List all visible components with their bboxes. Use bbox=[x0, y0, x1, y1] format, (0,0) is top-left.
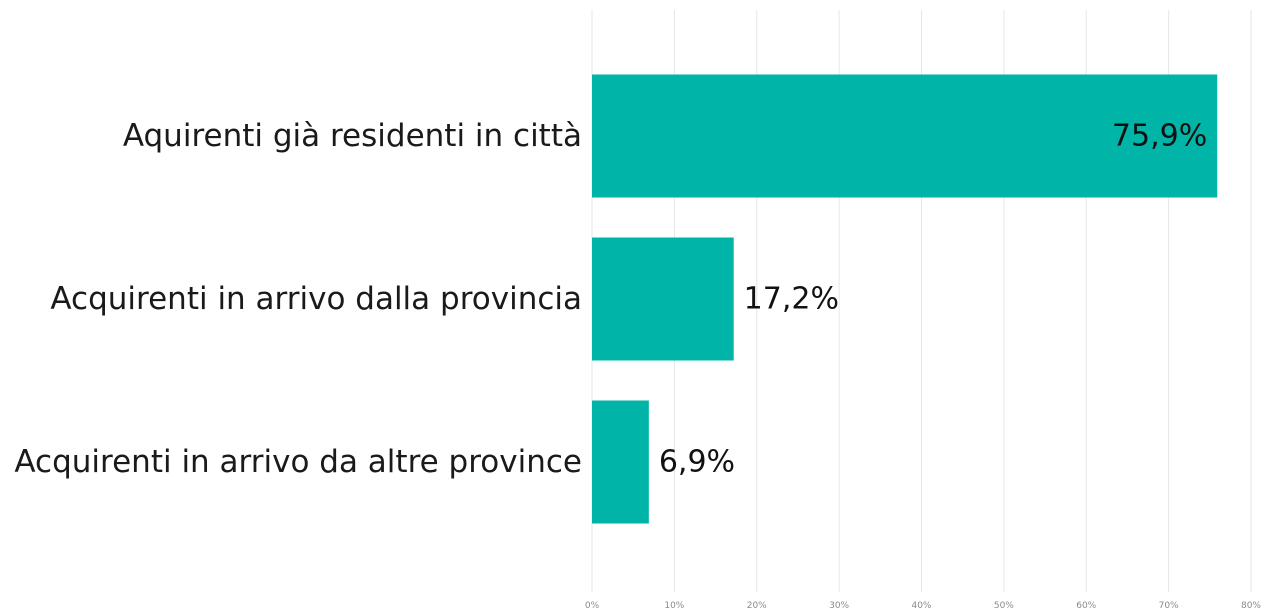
value-labels: 75,9% 17,2% 6,9% bbox=[659, 119, 1207, 480]
x-tick-label: 30% bbox=[829, 601, 849, 611]
bar bbox=[592, 74, 1218, 198]
x-tick-label: 20% bbox=[747, 601, 767, 611]
x-axis-tick-labels: 0% 10% 20% 30% 40% 50% 60% 70% 80% bbox=[585, 601, 1262, 611]
category-label: Acquirenti in arrivo da altre province bbox=[14, 444, 582, 480]
category-labels: Aquirenti già residenti in città Acquiren… bbox=[14, 118, 582, 480]
category-label: Aquirenti già residenti in città bbox=[123, 118, 582, 154]
x-tick-label: 40% bbox=[911, 601, 931, 611]
value-label: 75,9% bbox=[1112, 119, 1207, 154]
bars bbox=[592, 74, 1218, 524]
x-tick-label: 60% bbox=[1076, 601, 1096, 611]
x-tick-label: 80% bbox=[1241, 601, 1261, 611]
x-tick-label: 0% bbox=[585, 601, 600, 611]
x-tick-label: 70% bbox=[1159, 601, 1179, 611]
x-tick-label: 10% bbox=[664, 601, 684, 611]
x-tick-label: 50% bbox=[994, 601, 1014, 611]
bar bbox=[592, 400, 649, 524]
bar bbox=[592, 237, 734, 361]
value-label: 6,9% bbox=[659, 445, 735, 480]
category-label: Acquirenti in arrivo dalla provincia bbox=[50, 281, 582, 317]
value-label: 17,2% bbox=[744, 282, 839, 317]
